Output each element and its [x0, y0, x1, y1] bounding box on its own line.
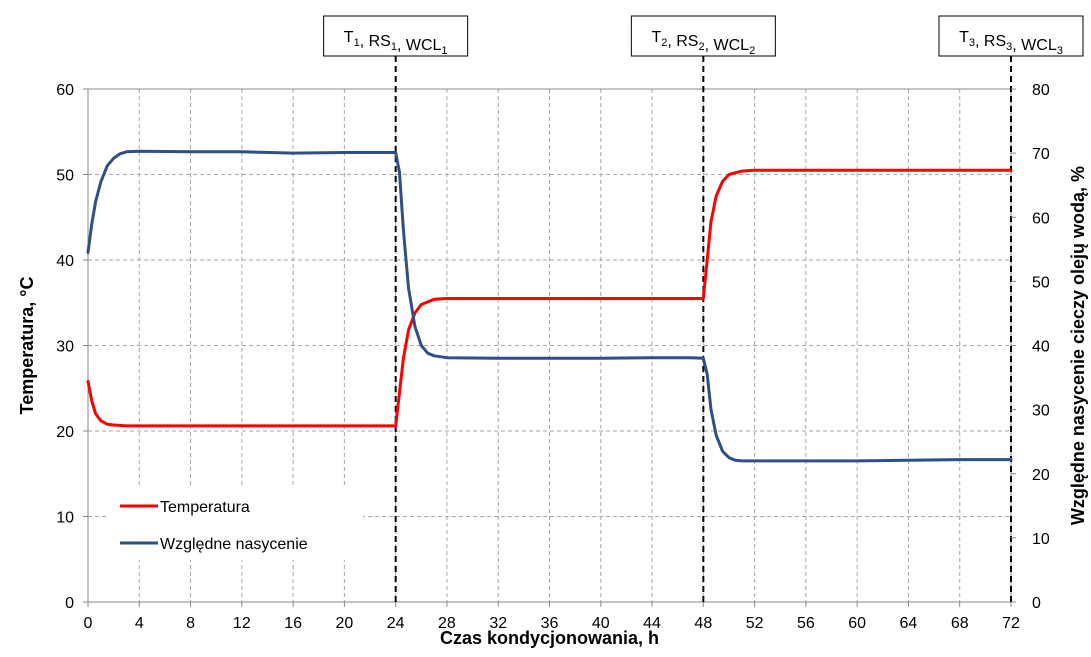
x-tick-label: 64: [900, 615, 918, 632]
annotation-label: T1, RS1, WCL1: [344, 29, 448, 57]
x-tick-label: 48: [694, 615, 712, 632]
x-tick-label: 32: [489, 615, 507, 632]
x-tick-label: 52: [746, 615, 764, 632]
x-tick-label: 24: [387, 615, 405, 632]
annotation-box: [938, 15, 1084, 57]
x-tick-label: 56: [797, 615, 815, 632]
y-left-tick-label: 40: [56, 253, 74, 270]
y-right-tick-label: 0: [1032, 595, 1041, 612]
x-tick-label: 44: [643, 615, 661, 632]
tick-labels: 0 4 8 12 16 20 24 28 32 36 40 44 48 52 56 60 64 68 7201020…: [56, 82, 1050, 632]
x-tick-label: 36: [541, 615, 559, 632]
x-tick-label: 60: [848, 615, 866, 632]
annotation-lines: [394, 56, 1012, 602]
legend-label-temperatura: Temperatura: [160, 499, 250, 516]
x-tick-label: 68: [951, 615, 969, 632]
series-layer: [86, 149, 1013, 463]
y-left-tick-label: 30: [56, 339, 74, 356]
y-axis-right-title: Względne nasycenie cieczy olejų wodą, %: [1068, 166, 1088, 525]
annotation-label: T3, RS3, WCL3: [959, 29, 1063, 57]
y-left-tick-label: 50: [56, 168, 74, 185]
y-left-tick-label: 60: [56, 82, 74, 99]
legend-label-nasycenie: Względne nasycenie: [160, 536, 308, 553]
series-line-nasycenie: [86, 149, 1013, 463]
y-left-tick-label: 20: [56, 424, 74, 441]
y-right-tick-label: 50: [1032, 274, 1050, 291]
x-tick-label: 20: [335, 615, 353, 632]
y-left-tick-label: 0: [65, 595, 74, 612]
x-tick-label: 28: [438, 615, 456, 632]
annotation-boxes: T1, RS1, WCL1 T2, RS2, WCL2 T3, RS3, WCL3: [323, 15, 1084, 57]
y-right-tick-label: 10: [1032, 531, 1050, 548]
x-tick-label: 16: [284, 615, 302, 632]
y-right-tick-label: 80: [1032, 82, 1050, 99]
y-right-tick-label: 60: [1032, 210, 1050, 227]
y-axis-left-title: Temperatura, °C: [17, 277, 37, 415]
x-tick-label: 12: [233, 615, 251, 632]
x-tick-label: 0: [84, 615, 93, 632]
y-left-tick-label: 10: [56, 510, 74, 527]
legend-background: [108, 488, 363, 560]
x-tick-label: 72: [1002, 615, 1020, 632]
x-tick-label: 40: [592, 615, 610, 632]
y-right-tick-label: 70: [1032, 146, 1050, 163]
x-axis-title: Czas kondycjonowania, h: [440, 628, 659, 648]
annotation-box: [630, 15, 776, 57]
y-right-tick-label: 40: [1032, 339, 1050, 356]
annotation-box: [323, 15, 469, 57]
legend: Temperatura Względne nasycenie: [108, 488, 363, 560]
y-right-tick-label: 20: [1032, 467, 1050, 484]
x-tick-label: 8: [186, 615, 195, 632]
x-tick-label: 4: [135, 615, 144, 632]
series-line-temperatura: [86, 168, 1013, 428]
annotation-label: T2, RS2, WCL2: [651, 29, 755, 57]
y-right-tick-label: 30: [1032, 403, 1050, 420]
